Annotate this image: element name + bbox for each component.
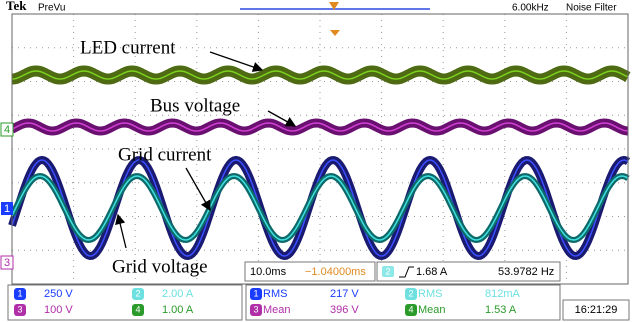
channel-scale: 1.00 A [162,304,194,316]
measurement-type: RMS [418,288,442,300]
measurement-value: 396 V [330,304,359,316]
ch1-marker-label: 1 [4,203,10,215]
measurement-value: 812mA [485,288,521,300]
ch3-marker-label: 3 [4,257,10,269]
measurement-channel: 2 [408,288,413,298]
mode: PreVu [38,3,65,14]
channel-id: 3 [17,304,22,314]
measurement-value: 1.53 A [485,304,517,316]
annotation: LED current [80,37,176,58]
ch4-marker-label: 4 [4,124,10,136]
filter: Noise Filter [566,3,617,14]
annotation: Bus voltage [150,95,240,116]
channel-scale: 250 V [44,288,73,300]
channel-scale: 100 V [44,304,73,316]
clock: 16:21:29 [575,304,618,316]
measurement-channel: 4 [408,304,413,314]
trigger-frequency: 53.9782 Hz [498,266,554,278]
channel-scale: 2.00 A [162,288,194,300]
measurement-type: RMS [263,288,287,300]
measurement-type: Mean [418,304,446,316]
time-scale: 10.0ms [250,266,287,278]
measurement-channel: 1 [253,288,258,298]
trigger-level: 1.68 A [416,266,448,278]
annotation: Grid current [118,144,212,165]
sample-rate: 6.00kHz [512,3,549,14]
brand: Tek [6,0,27,13]
measurement-value: 217 V [330,288,359,300]
annotation: Grid voltage [112,256,208,277]
delay: −1.04000ms [305,266,366,278]
measurement-channel: 3 [253,304,258,314]
trigger-channel: 2 [385,266,390,276]
channel-id: 4 [135,304,140,314]
oscilloscope-screen: Tek PreVu 6.00kHz Noise Filter 4 1 3 LED… [0,0,635,322]
channel-id: 1 [17,288,22,298]
measurement-type: Mean [263,304,291,316]
channel-id: 2 [135,288,140,298]
